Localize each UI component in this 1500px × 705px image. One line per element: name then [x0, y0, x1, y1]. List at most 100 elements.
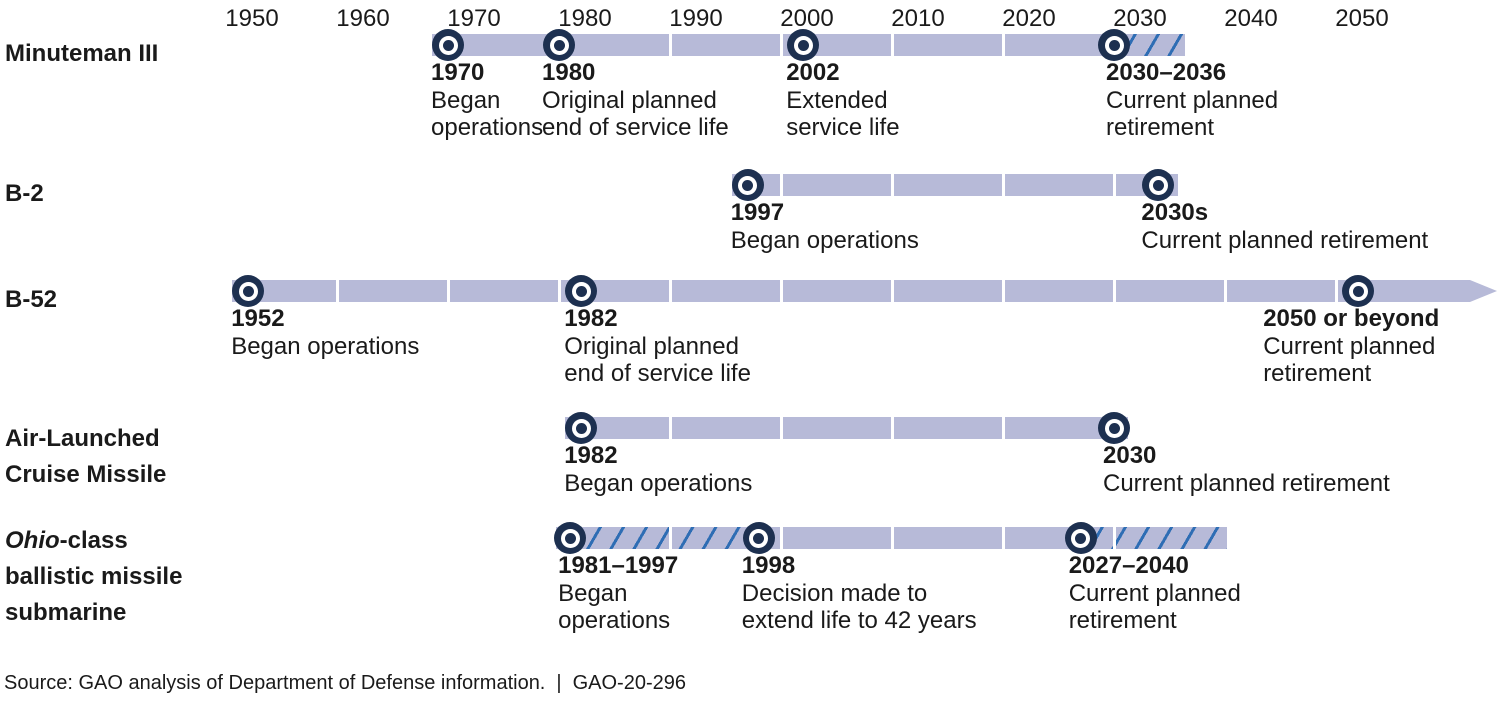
- marker-ring: [438, 35, 458, 55]
- bar-segment-solid: [232, 280, 1470, 302]
- event-year-label: 1952: [231, 305, 285, 332]
- event-year-label: 1980: [542, 59, 596, 86]
- row-label: Minuteman III: [5, 36, 158, 72]
- decade-divider: [1001, 174, 1005, 196]
- marker-ring: [549, 35, 569, 55]
- marker-ring: [738, 175, 758, 195]
- marker-dot: [242, 285, 254, 297]
- decade-divider: [1223, 280, 1227, 302]
- decade-divider: [890, 34, 894, 56]
- event-annotation: 1952 Began operations: [231, 305, 419, 360]
- marker-dot: [753, 532, 765, 544]
- event-description-line: retirement: [1068, 607, 1177, 634]
- marker-ring: [1104, 35, 1124, 55]
- row-label-line: submarine: [5, 599, 127, 626]
- marker-ring: [1148, 175, 1168, 195]
- row-label-line: Cruise Missile: [5, 461, 167, 488]
- row-label: B-52: [5, 282, 57, 318]
- decade-divider: [335, 280, 339, 302]
- event-year-label: 2027–2040: [1068, 552, 1189, 579]
- marker-ring: [793, 35, 813, 55]
- event-annotation: 1981–1997 Began operations: [558, 552, 678, 634]
- decade-divider: [890, 527, 894, 549]
- row-label: B-2: [5, 176, 44, 212]
- year-tick-label: 2000: [780, 5, 834, 32]
- event-annotation: 1982 Began operations: [564, 442, 752, 497]
- event-year-label: 1982: [564, 442, 618, 469]
- event-marker: [1142, 169, 1175, 201]
- marker-ring: [749, 528, 769, 548]
- marker-dot: [1075, 532, 1087, 544]
- event-description-line: Current planned: [1106, 87, 1279, 114]
- source-line: Source: GAO analysis of Department of De…: [4, 672, 686, 695]
- event-annotation: 2030 Current planned retirement: [1103, 442, 1390, 497]
- marker-dot: [797, 39, 809, 51]
- event-description-line: Began: [431, 87, 501, 114]
- decade-divider: [779, 174, 783, 196]
- event-marker: [565, 275, 598, 307]
- event-annotation: 1997 Began operations: [731, 199, 919, 254]
- marker-ring: [1104, 418, 1124, 438]
- year-tick-label: 2050: [1335, 5, 1389, 32]
- bar-segment-solid: [432, 34, 1114, 56]
- event-annotation: 1982 Original planned end of service life: [564, 305, 751, 387]
- event-description-line: Current planned: [1068, 580, 1241, 607]
- event-year-label: 1998: [741, 552, 796, 579]
- event-year-label: 1982: [564, 305, 618, 332]
- event-description-line: operations: [558, 607, 671, 634]
- event-marker: [543, 29, 575, 61]
- event-year-label: 2030: [1103, 442, 1157, 469]
- event-description-line: Began: [558, 580, 628, 607]
- event-annotation: 2002 Extended service life: [786, 59, 899, 141]
- row-label: Air-Launched Cruise Missile: [5, 421, 166, 493]
- event-marker: [1098, 29, 1130, 61]
- row-label-line: B-52: [5, 286, 58, 313]
- decade-divider: [1334, 280, 1338, 302]
- event-marker: [742, 522, 775, 554]
- marker-dot: [575, 422, 587, 434]
- event-year-label: 2030–2036: [1106, 59, 1227, 86]
- decade-divider: [1112, 527, 1116, 549]
- marker-ring: [571, 418, 591, 438]
- event-description-line: extend life to 42 years: [741, 607, 977, 634]
- year-tick-label: 2040: [1224, 5, 1278, 32]
- marker-dot: [442, 39, 454, 51]
- event-marker: [232, 275, 265, 307]
- event-year-label: 2002: [786, 59, 840, 86]
- decade-divider: [668, 34, 672, 56]
- event-year-label: 1981–1997: [558, 552, 679, 579]
- event-year-label: 2030s: [1141, 199, 1209, 226]
- row-label-line: Minuteman III: [5, 40, 159, 67]
- event-description-line: end of service life: [542, 114, 729, 141]
- event-annotation: 1998 Decision made to extend life to 42 ye…: [742, 552, 977, 634]
- year-tick-label: 1990: [669, 5, 723, 32]
- year-tick-label: 2030: [1113, 5, 1167, 32]
- event-description-line: Began operations: [564, 470, 753, 497]
- decade-divider: [890, 280, 894, 302]
- marker-dot: [1352, 285, 1364, 297]
- event-year-label: 2050 or beyond: [1263, 305, 1440, 332]
- row-label-line: Ohio-class: [5, 527, 128, 554]
- event-description-line: Current planned retirement: [1103, 470, 1390, 497]
- event-annotation: 2030–2036 Current planned retirement: [1106, 59, 1278, 141]
- report-number: GAO-20-296: [572, 672, 686, 694]
- event-description-line: Current planned: [1263, 333, 1436, 360]
- event-marker: [1098, 412, 1130, 444]
- decade-divider: [668, 417, 672, 439]
- marker-ring: [1348, 281, 1368, 301]
- event-marker: [432, 29, 464, 61]
- marker-dot: [1108, 39, 1120, 51]
- decade-divider: [557, 280, 561, 302]
- row-label-italic: Ohio: [5, 527, 60, 554]
- year-tick-label: 2020: [1002, 5, 1056, 32]
- marker-dot: [564, 532, 576, 544]
- event-marker: [1064, 522, 1097, 554]
- event-description-line: Original planned: [564, 333, 739, 360]
- source-separator: |: [556, 672, 562, 694]
- decade-divider: [1001, 280, 1005, 302]
- bar-segment-solid: [565, 417, 1128, 439]
- marker-ring: [238, 281, 258, 301]
- event-annotation: 1980 Original planned end of service life: [542, 59, 729, 141]
- event-annotation: 2027–2040 Current planned retirement: [1069, 552, 1241, 634]
